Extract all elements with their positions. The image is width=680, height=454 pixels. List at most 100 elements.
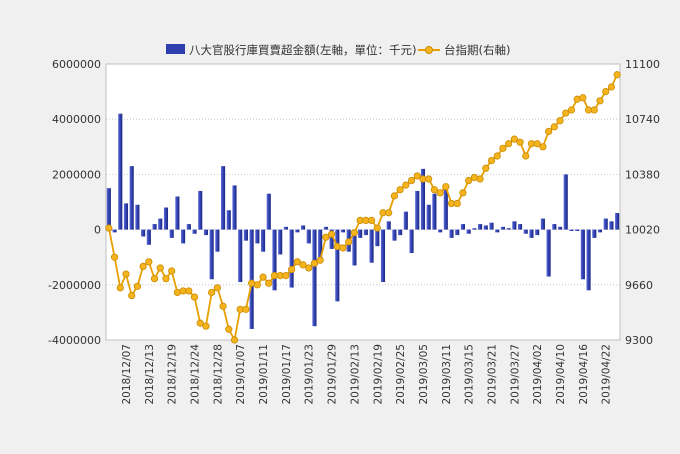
- line-point: [162, 275, 170, 283]
- bar-mark: [175, 196, 180, 230]
- legend-line-label: 台指期(右軸): [444, 43, 510, 57]
- line-point: [128, 291, 136, 300]
- x-tick-label: 2019/01/07: [235, 344, 247, 405]
- bar-mark: [512, 221, 517, 230]
- bar-mark: [352, 229, 357, 266]
- line-point: [499, 144, 507, 152]
- line-point: [230, 336, 239, 344]
- bar-series: [106, 113, 620, 329]
- bar-mark: [380, 229, 386, 283]
- line-series: [105, 71, 621, 344]
- bar-mark: [478, 224, 483, 230]
- line-point: [225, 325, 233, 333]
- bar-mark: [306, 229, 311, 244]
- y-right-tick-label: 10380: [625, 168, 660, 181]
- bar-mark: [221, 166, 226, 230]
- line-point: [436, 189, 444, 197]
- legend-line-marker: [425, 46, 433, 54]
- line-point: [533, 140, 541, 148]
- bar-mark: [483, 225, 488, 230]
- bar-mark: [266, 193, 271, 230]
- bar-mark: [323, 226, 328, 230]
- bar-mark: [289, 229, 294, 288]
- bar-mark: [255, 229, 260, 244]
- y-right-tick-label: 10020: [625, 224, 660, 237]
- plot-area: [105, 63, 621, 341]
- bar-mark: [123, 203, 129, 230]
- line-point: [253, 281, 261, 289]
- line-point: [567, 106, 576, 114]
- x-tick-label: 2019/03/11: [441, 344, 453, 405]
- x-tick-label: 2019/04/10: [555, 344, 567, 405]
- line-point: [562, 109, 570, 117]
- bar-mark: [363, 229, 368, 236]
- y-left-tick-label: -2000000: [48, 279, 101, 292]
- x-tick-label: 2019/04/22: [601, 344, 613, 405]
- bar-mark: [169, 229, 174, 238]
- bar-mark: [118, 113, 123, 230]
- line-point: [522, 152, 530, 160]
- line-point: [105, 224, 113, 232]
- line-point: [482, 164, 490, 172]
- y-left-tick-label: -4000000: [48, 334, 101, 347]
- x-axis: 2018/12/07 2018/12/13 2018/12/19 2018/12/24…: [121, 344, 613, 405]
- line-point: [322, 233, 330, 241]
- line-point: [196, 319, 204, 327]
- line-point: [607, 83, 616, 91]
- line-point: [385, 209, 393, 217]
- y-right-tick-label: 9660: [625, 279, 653, 292]
- bar-mark: [438, 229, 443, 233]
- bar-mark: [615, 213, 620, 230]
- bar-mark: [203, 229, 209, 236]
- x-tick-label: 2019/01/29: [327, 344, 339, 405]
- bar-mark: [283, 226, 288, 230]
- line-point: [367, 216, 376, 224]
- line-point: [390, 192, 399, 200]
- line-point: [156, 264, 164, 272]
- bar-mark: [249, 229, 254, 329]
- line-point: [242, 305, 250, 313]
- bar-mark: [163, 207, 169, 230]
- bar-mark: [232, 185, 237, 230]
- line-point: [453, 199, 461, 208]
- bar-mark: [375, 229, 380, 247]
- bar-mark: [535, 229, 540, 236]
- bar-mark: [552, 224, 557, 230]
- bar-mark: [597, 229, 603, 233]
- line-point: [133, 282, 142, 290]
- line-point: [476, 175, 484, 183]
- bar-mark: [226, 210, 231, 230]
- x-tick-label: 2019/03/15: [464, 344, 476, 405]
- bar-mark: [398, 229, 403, 236]
- bar-mark: [506, 228, 511, 230]
- bar-mark: [472, 228, 477, 230]
- bar-mark: [243, 229, 248, 241]
- line-point: [516, 138, 524, 146]
- y-right-tick-label: 11100: [625, 58, 660, 71]
- bar-mark: [329, 229, 334, 249]
- line-point: [425, 175, 433, 183]
- line-point: [305, 264, 313, 272]
- bar-mark: [563, 174, 568, 230]
- y-left-tick-label: 6000000: [52, 58, 101, 71]
- line-point: [350, 229, 359, 237]
- line-point: [613, 71, 621, 79]
- y-right-tick-label: 10740: [625, 113, 660, 126]
- bar-mark: [540, 218, 545, 230]
- line-point: [465, 176, 473, 185]
- line-point: [339, 244, 347, 252]
- bar-mark: [215, 229, 220, 252]
- line-point: [396, 186, 404, 194]
- y-axis-left: 6000000 4000000 2000000 0 -2000000 -4000000: [48, 58, 101, 347]
- bar-mark: [386, 221, 391, 230]
- x-tick-label: 2019/03/27: [509, 344, 521, 405]
- bar-mark: [529, 229, 534, 238]
- bar-mark: [141, 229, 146, 237]
- line-point: [602, 88, 610, 96]
- line-point: [550, 123, 558, 131]
- y-left-tick-label: 4000000: [52, 113, 101, 126]
- bar-mark: [340, 229, 346, 233]
- bar-mark: [546, 229, 551, 277]
- bar-mark: [495, 229, 500, 233]
